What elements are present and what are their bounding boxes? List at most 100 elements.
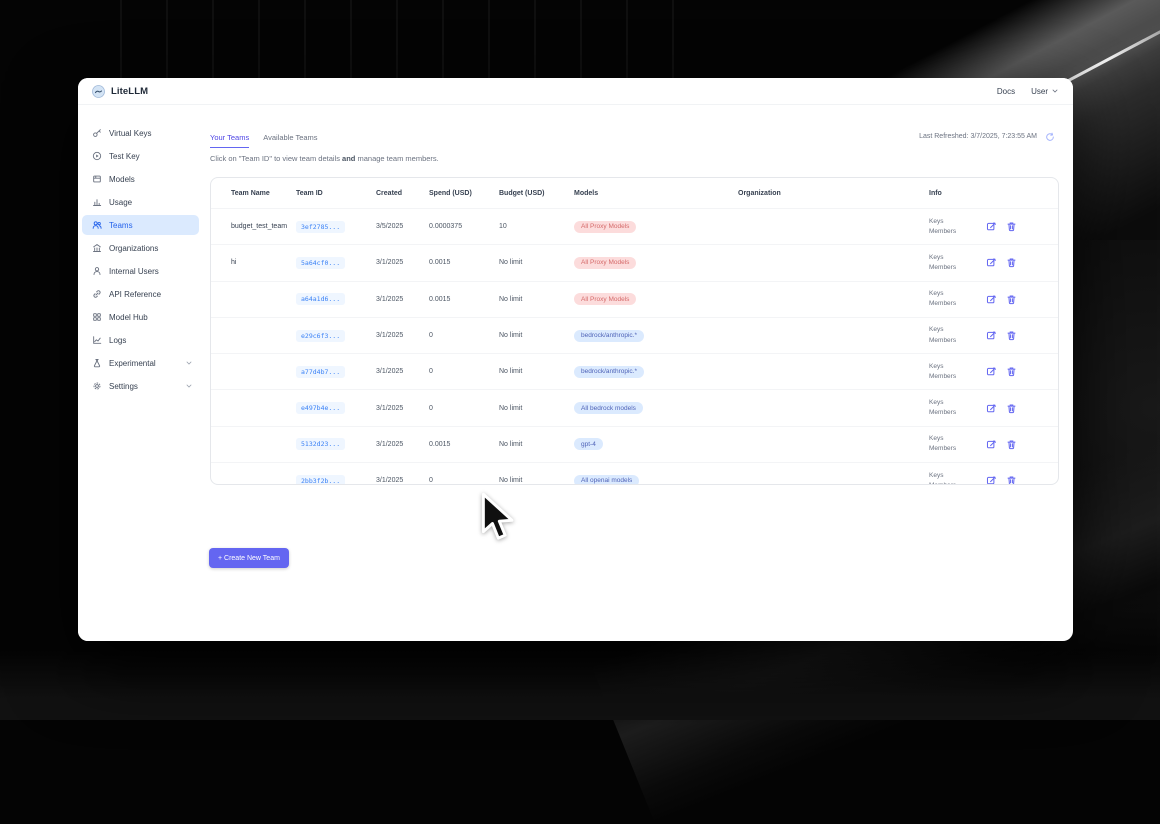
budget-value: No limit [499, 368, 523, 376]
chevron-down-icon [1051, 87, 1059, 95]
header-nav: Docs User [997, 87, 1059, 96]
row-actions [986, 257, 1058, 268]
link-icon [92, 289, 102, 299]
delete-team-icon[interactable] [1006, 330, 1017, 341]
info-cell: Keys Members [929, 325, 986, 345]
members-link[interactable]: Members [929, 227, 957, 235]
refresh-group: Last Refreshed: 3/7/2025, 7:23:55 AM [919, 129, 1057, 144]
members-link[interactable]: Members [929, 445, 957, 453]
members-link[interactable]: Members [929, 263, 957, 271]
play-icon [92, 151, 102, 161]
page-description: Click on "Team ID" to view team details … [210, 154, 1059, 163]
delete-team-icon[interactable] [1006, 221, 1017, 232]
sidebar-item-virtual-keys[interactable]: Virtual Keys [82, 123, 199, 143]
keys-link[interactable]: Keys [929, 326, 944, 334]
description-prefix: Click on "Team ID" to view team details [210, 154, 343, 163]
delete-team-icon[interactable] [1006, 475, 1017, 484]
created-date: 3/1/2025 [376, 295, 404, 303]
col-budget: Budget (USD) [499, 189, 545, 197]
last-refreshed-text: Last Refreshed: 3/7/2025, 7:23:55 AM [919, 133, 1037, 140]
sidebar-item-experimental[interactable]: Experimental [82, 353, 199, 373]
delete-team-icon[interactable] [1006, 439, 1017, 450]
delete-team-icon[interactable] [1006, 366, 1017, 377]
table-row: 5132d23... 3/1/2025 0.0015 No limit gpt-… [211, 425, 1058, 462]
sidebar-item-label: Settings [109, 381, 138, 391]
team-id-link[interactable]: a77d4b7... [296, 365, 346, 378]
user-icon [92, 266, 102, 276]
bank-icon [92, 243, 102, 253]
edit-team-icon[interactable] [986, 257, 997, 268]
spend-value: 0 [429, 404, 433, 412]
sidebar-item-model-hub[interactable]: Model Hub [82, 307, 199, 327]
sidebar-item-api-reference[interactable]: API Reference [82, 284, 199, 304]
model-badge: All Proxy Models [574, 293, 637, 306]
edit-team-icon[interactable] [986, 366, 997, 377]
keys-link[interactable]: Keys [929, 471, 944, 479]
sidebar-item-organizations[interactable]: Organizations [82, 238, 199, 258]
main-content: Your Teams Available Teams Last Refreshe… [210, 125, 1059, 485]
keys-link[interactable]: Keys [929, 362, 944, 370]
members-link[interactable]: Members [929, 300, 957, 308]
keys-link[interactable]: Keys [929, 290, 944, 298]
team-id-link[interactable]: 2bb3f2b... [296, 474, 346, 484]
model-badge: All Proxy Models [574, 220, 637, 233]
team-id-link[interactable]: 5a64cf0... [296, 256, 346, 269]
sidebar-item-label: Usage [109, 197, 133, 207]
col-organization: Organization [738, 189, 781, 197]
sidebar-item-internal-users[interactable]: Internal Users [82, 261, 199, 281]
key-icon [92, 128, 102, 138]
delete-team-icon[interactable] [1006, 257, 1017, 268]
keys-link[interactable]: Keys [929, 399, 944, 407]
keys-link[interactable]: Keys [929, 435, 944, 443]
sidebar-item-models[interactable]: Models [82, 169, 199, 189]
sidebar-item-label: Models [109, 174, 135, 184]
sidebar-item-usage[interactable]: Usage [82, 192, 199, 212]
members-link[interactable]: Members [929, 481, 986, 484]
model-badge: bedrock/anthropic.* [574, 329, 645, 342]
table-row: budget_test_team 3ef2785... 3/5/2025 0.0… [211, 208, 1058, 244]
edit-team-icon[interactable] [986, 475, 997, 484]
row-actions [986, 221, 1058, 232]
edit-team-icon[interactable] [986, 439, 997, 450]
model-badge: bedrock/anthropic.* [574, 365, 645, 378]
edit-team-icon[interactable] [986, 403, 997, 414]
description-bold: and [342, 154, 356, 163]
description-suffix: manage team members. [355, 154, 439, 163]
delete-team-icon[interactable] [1006, 294, 1017, 305]
team-id-link[interactable]: 3ef2785... [296, 220, 346, 233]
edit-team-icon[interactable] [986, 330, 997, 341]
sidebar-item-teams[interactable]: Teams [82, 215, 199, 235]
edit-team-icon[interactable] [986, 294, 997, 305]
tabs-row: Your Teams Available Teams Last Refreshe… [210, 125, 1059, 148]
sidebar-item-logs[interactable]: Logs [82, 330, 199, 350]
members-link[interactable]: Members [929, 409, 957, 417]
team-id-link[interactable]: 5132d23... [296, 438, 346, 451]
sidebar-item-settings[interactable]: Settings [82, 376, 199, 396]
user-menu[interactable]: User [1031, 87, 1059, 96]
team-id-link[interactable]: e29c6f3... [296, 329, 346, 342]
tab-available-teams[interactable]: Available Teams [263, 133, 318, 142]
team-id-link[interactable]: e497b4e... [296, 402, 346, 415]
info-cell: Keys Members [929, 253, 986, 273]
col-team-id: Team ID [296, 189, 323, 197]
docs-link[interactable]: Docs [996, 86, 1016, 96]
col-models: Models [574, 189, 599, 197]
brand: LiteLLM [92, 84, 148, 98]
delete-team-icon[interactable] [1006, 403, 1017, 414]
team-id-link[interactable]: a64a1d6... [296, 293, 346, 306]
members-link[interactable]: Members [929, 372, 957, 380]
budget-value: No limit [499, 440, 523, 448]
user-menu-label: User [1031, 86, 1048, 96]
refresh-button[interactable] [1043, 129, 1057, 144]
litellm-logo-icon [92, 84, 105, 98]
members-link[interactable]: Members [929, 336, 957, 344]
sidebar-item-test-key[interactable]: Test Key [82, 146, 199, 166]
sidebar-item-label: Experimental [109, 358, 156, 368]
col-created: Created [376, 189, 403, 197]
edit-team-icon[interactable] [986, 221, 997, 232]
create-new-team-button[interactable]: + Create New Team [209, 548, 289, 568]
keys-link[interactable]: Keys [929, 253, 944, 261]
tab-your-teams[interactable]: Your Teams [210, 133, 250, 148]
row-actions [986, 439, 1058, 450]
keys-link[interactable]: Keys [929, 217, 944, 225]
